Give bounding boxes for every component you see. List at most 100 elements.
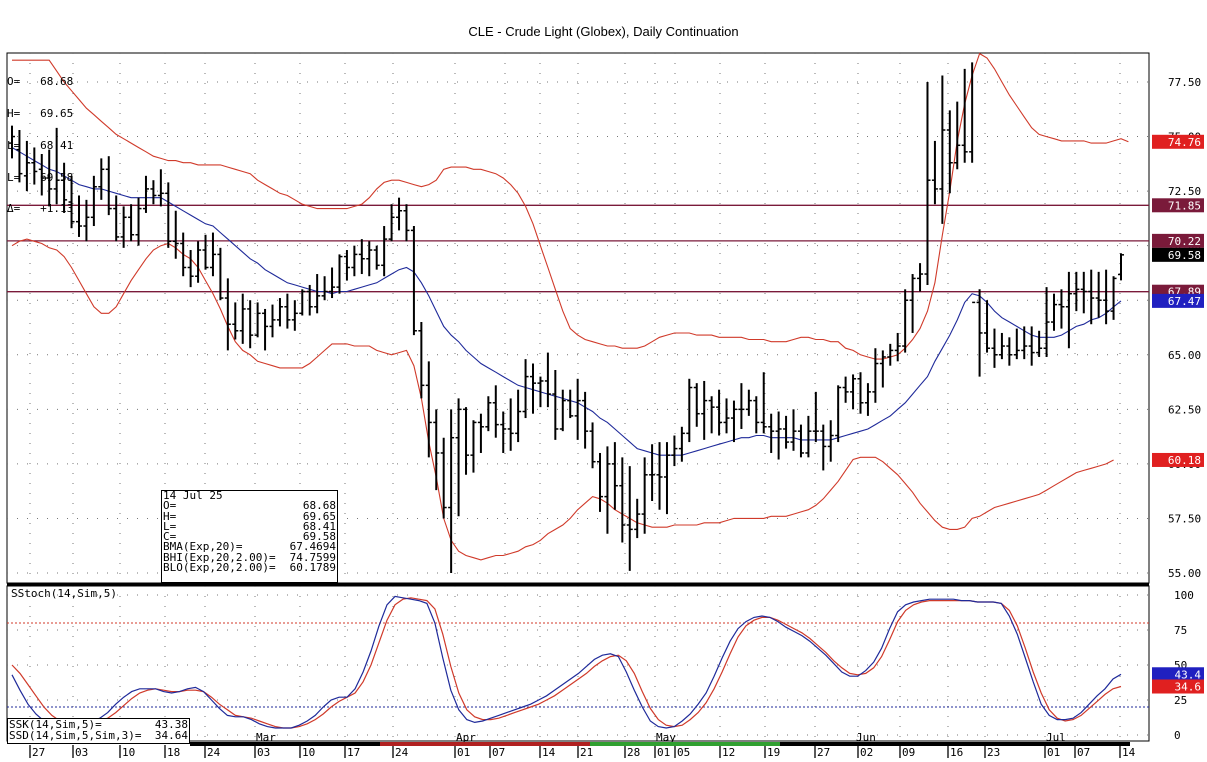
- info-row: BLO(Exp,20,2.00)= 60.1789: [163, 561, 336, 575]
- ohlc-bar: [1065, 271, 1072, 349]
- x-tick-label: 10: [302, 746, 315, 759]
- price-badge: 69.58: [1168, 249, 1201, 262]
- info-row: O= 68.68: [163, 499, 336, 513]
- ohlc-bar: [626, 466, 633, 571]
- ohlc-bar: [500, 411, 507, 453]
- ohlc-bar: [656, 442, 663, 510]
- ohlc-bar: [552, 370, 559, 440]
- ohlc-bar: [686, 378, 693, 443]
- ohlc-bar: [358, 239, 365, 275]
- ohlc-bar: [589, 422, 596, 469]
- ohlc-bar: [827, 420, 834, 462]
- ohlc-bar: [835, 385, 842, 443]
- ohlc-bar: [701, 380, 708, 440]
- ohlc-bar: [574, 378, 581, 440]
- price-badge-bg: [1152, 233, 1204, 248]
- ohlc-bar: [329, 267, 336, 299]
- x-month-label: May: [656, 731, 676, 744]
- ssd-line: [11, 597, 1122, 729]
- price-badge: 71.85: [1168, 199, 1201, 212]
- ohlc-bar: [128, 204, 135, 242]
- x-tick-label: 12: [722, 746, 735, 759]
- ohlc-bar: [693, 383, 700, 427]
- ohlc-bar: [120, 206, 127, 248]
- info-row: BMA(Exp,20)= 67.4694: [163, 540, 336, 554]
- x-tick-label: 03: [257, 746, 270, 759]
- ohlc-bar: [969, 62, 976, 304]
- x-tick-label: 27: [817, 746, 830, 759]
- stoch-row: SSD(14,Sim,5,Sim,3)= 34.64: [9, 729, 188, 742]
- ohlc-bar: [485, 396, 492, 432]
- ohlc-bar: [1073, 271, 1080, 312]
- x-tick-label: 02: [860, 746, 873, 759]
- ohlc-bar: [23, 140, 30, 192]
- ssk-badge: 43.4: [1175, 668, 1202, 681]
- ohlc-bar: [1051, 293, 1058, 331]
- ohlc-bar: [634, 498, 641, 539]
- ohlc-bar: [284, 293, 291, 329]
- ohlc-bar: [142, 175, 149, 213]
- x-tick-label: 05: [677, 746, 690, 759]
- y-tick-label: 62.50: [1168, 403, 1201, 416]
- ohlc-bar: [530, 363, 537, 414]
- price-badge-bg: [1152, 198, 1204, 213]
- ohlc-bar: [1036, 330, 1043, 357]
- ohlc-bar: [291, 300, 298, 331]
- ohlc-bar: [723, 398, 730, 434]
- ssd-badge-bg: [1152, 679, 1204, 694]
- x-tick-label: 01: [1047, 746, 1060, 759]
- ohlc-bar: [716, 389, 723, 436]
- ohlc-bar: [939, 75, 946, 224]
- x-tick-label: 21: [580, 746, 593, 759]
- ohlc-bar: [924, 82, 931, 285]
- ohlc-bar: [247, 300, 254, 349]
- stoch-y-tick-label: 100: [1174, 589, 1194, 602]
- ohlc-line: H= 69.65: [7, 106, 74, 120]
- price-badge: 60.18: [1168, 454, 1201, 467]
- x-tick-label: 07: [1077, 746, 1090, 759]
- ohlc-bar: [68, 175, 75, 229]
- ohlc-bar: [232, 302, 239, 340]
- y-tick-label: 55.00: [1168, 567, 1201, 580]
- ohlc-bar: [470, 420, 477, 473]
- ohlc-bar: [768, 413, 775, 453]
- ohlc-bar: [396, 197, 403, 231]
- ohlc-bar: [276, 298, 283, 327]
- ohlc-bar: [1028, 326, 1035, 366]
- ohlc-bar: [954, 101, 961, 170]
- y-tick-label: 77.50: [1168, 76, 1201, 89]
- ohlc-bar: [440, 437, 447, 519]
- ohlc-bar: [98, 158, 105, 200]
- ohlc-bar: [239, 293, 246, 344]
- ohlc-bar: [1103, 269, 1110, 325]
- ohlc-bar: [336, 254, 343, 294]
- ohlc-bar: [366, 241, 373, 277]
- ohlc-bar: [448, 409, 455, 573]
- ohlc-bar: [619, 457, 626, 543]
- ohlc-bar: [894, 332, 901, 362]
- x-tick-label: 14: [1122, 746, 1136, 759]
- ohlc-bar: [991, 328, 998, 368]
- ohlc-bar: [775, 411, 782, 460]
- x-tick-label: 07: [492, 746, 505, 759]
- x-tick-label: 03: [75, 746, 88, 759]
- stoch-y-tick-label: 0: [1174, 729, 1181, 742]
- ohlc-bar: [1043, 287, 1050, 357]
- ohlc-bar: [753, 396, 760, 434]
- ohlc-bar: [16, 130, 23, 183]
- ohlc-bar: [403, 204, 410, 242]
- ohlc-bar: [708, 396, 715, 434]
- x-month-label: Jun: [856, 731, 876, 744]
- ohlc-bar: [745, 389, 752, 416]
- ohlc-bar: [165, 182, 172, 248]
- ohlc-bar: [671, 435, 678, 467]
- ohlc-bar: [976, 289, 983, 377]
- ohlc-bar: [515, 389, 522, 443]
- ohlc-bar: [463, 407, 470, 475]
- ohlc-bar: [864, 383, 871, 416]
- ohlc-readout: O= 68.68 H= 69.65 L= 68.41 L= 69.58 Δ= +…: [7, 56, 73, 236]
- ohlc-bar: [53, 127, 60, 205]
- ohlc-bar: [790, 409, 797, 451]
